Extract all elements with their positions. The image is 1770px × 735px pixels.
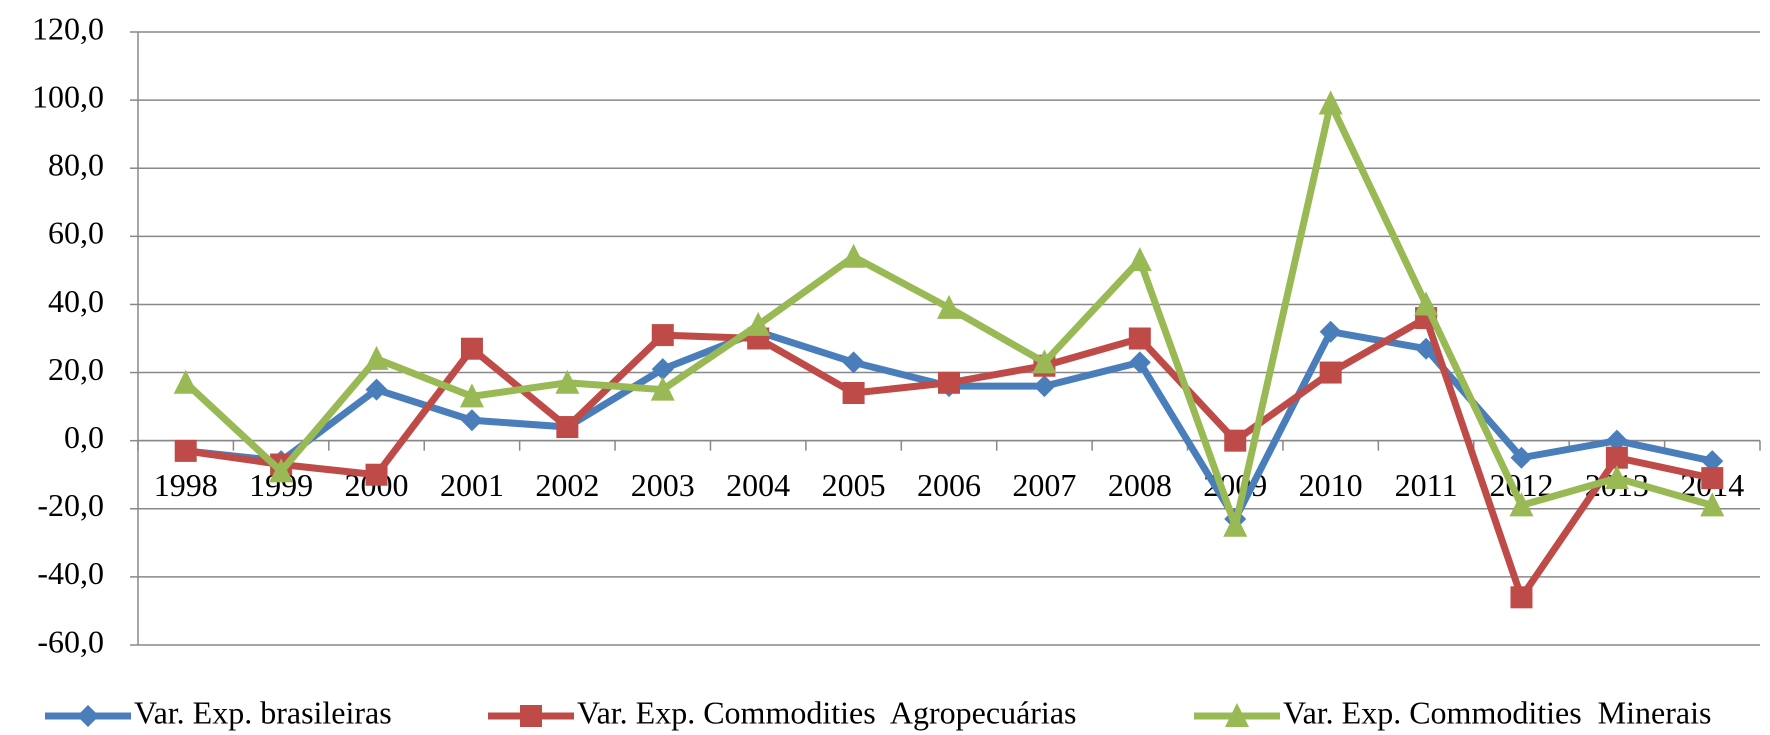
y-tick-label: 20,0 (48, 351, 104, 387)
legend-label: Var. Exp. Commodities Minerais (1283, 694, 1711, 730)
marker (460, 337, 483, 360)
marker (938, 371, 960, 394)
y-tick-label: 120,0 (32, 10, 104, 46)
marker (555, 369, 580, 394)
x-tick-label: 2004 (726, 467, 790, 503)
marker (556, 416, 579, 439)
marker (1701, 450, 1724, 473)
marker (651, 324, 674, 347)
marker (1127, 247, 1152, 272)
marker (364, 345, 389, 370)
x-tick-label: 1998 (154, 467, 218, 503)
legend-label: Var. Exp. Commodities Agropecuárias (577, 694, 1076, 730)
marker (650, 376, 675, 401)
x-tick-label: 2005 (822, 467, 886, 503)
marker (1032, 349, 1057, 374)
marker (1605, 446, 1628, 469)
y-tick-label: -60,0 (37, 623, 104, 659)
marker (1319, 361, 1342, 384)
marker (520, 705, 542, 727)
marker (1319, 320, 1342, 343)
legend-label: Var. Exp. brasileiras (134, 694, 392, 730)
marker (1225, 703, 1249, 727)
marker (1510, 586, 1533, 609)
x-tick-label: 2010 (1299, 467, 1363, 503)
marker (1224, 429, 1247, 452)
y-tick-label: 60,0 (48, 215, 104, 251)
x-tick-label: 2008 (1108, 467, 1172, 503)
x-tick-label: 2007 (1012, 467, 1076, 503)
marker (173, 369, 198, 394)
x-tick-label: 2001 (440, 467, 504, 503)
marker (842, 351, 865, 374)
marker (365, 463, 388, 486)
marker (1128, 327, 1151, 350)
marker (1700, 492, 1725, 517)
marker (651, 358, 674, 381)
y-tick-label: 0,0 (64, 419, 104, 455)
y-tick-label: 80,0 (48, 147, 104, 183)
marker (1510, 446, 1533, 469)
marker (1223, 512, 1248, 537)
marker (1701, 467, 1724, 490)
x-tick-label: 2003 (631, 467, 695, 503)
marker (1033, 375, 1056, 398)
marker (841, 243, 866, 268)
marker (842, 381, 865, 404)
marker (937, 294, 961, 319)
marker (77, 705, 99, 727)
marker (1605, 429, 1628, 452)
marker (174, 439, 197, 462)
y-tick-label: 100,0 (32, 78, 104, 114)
series-line (185, 314, 1714, 601)
y-tick-label: 40,0 (48, 283, 104, 319)
x-tick-label: 2011 (1395, 467, 1458, 503)
marker (1414, 291, 1439, 316)
marker (746, 311, 771, 336)
x-tick-label: 2006 (917, 467, 981, 503)
y-tick-label: -20,0 (37, 487, 104, 523)
marker (1604, 465, 1629, 490)
x-tick-label: 2002 (535, 467, 599, 503)
marker (1318, 90, 1343, 115)
marker (460, 409, 483, 432)
marker (1509, 492, 1534, 517)
marker (365, 378, 388, 401)
y-tick-label: -40,0 (37, 555, 104, 591)
marker (459, 383, 484, 408)
marker (269, 458, 294, 483)
marker (1128, 351, 1151, 374)
